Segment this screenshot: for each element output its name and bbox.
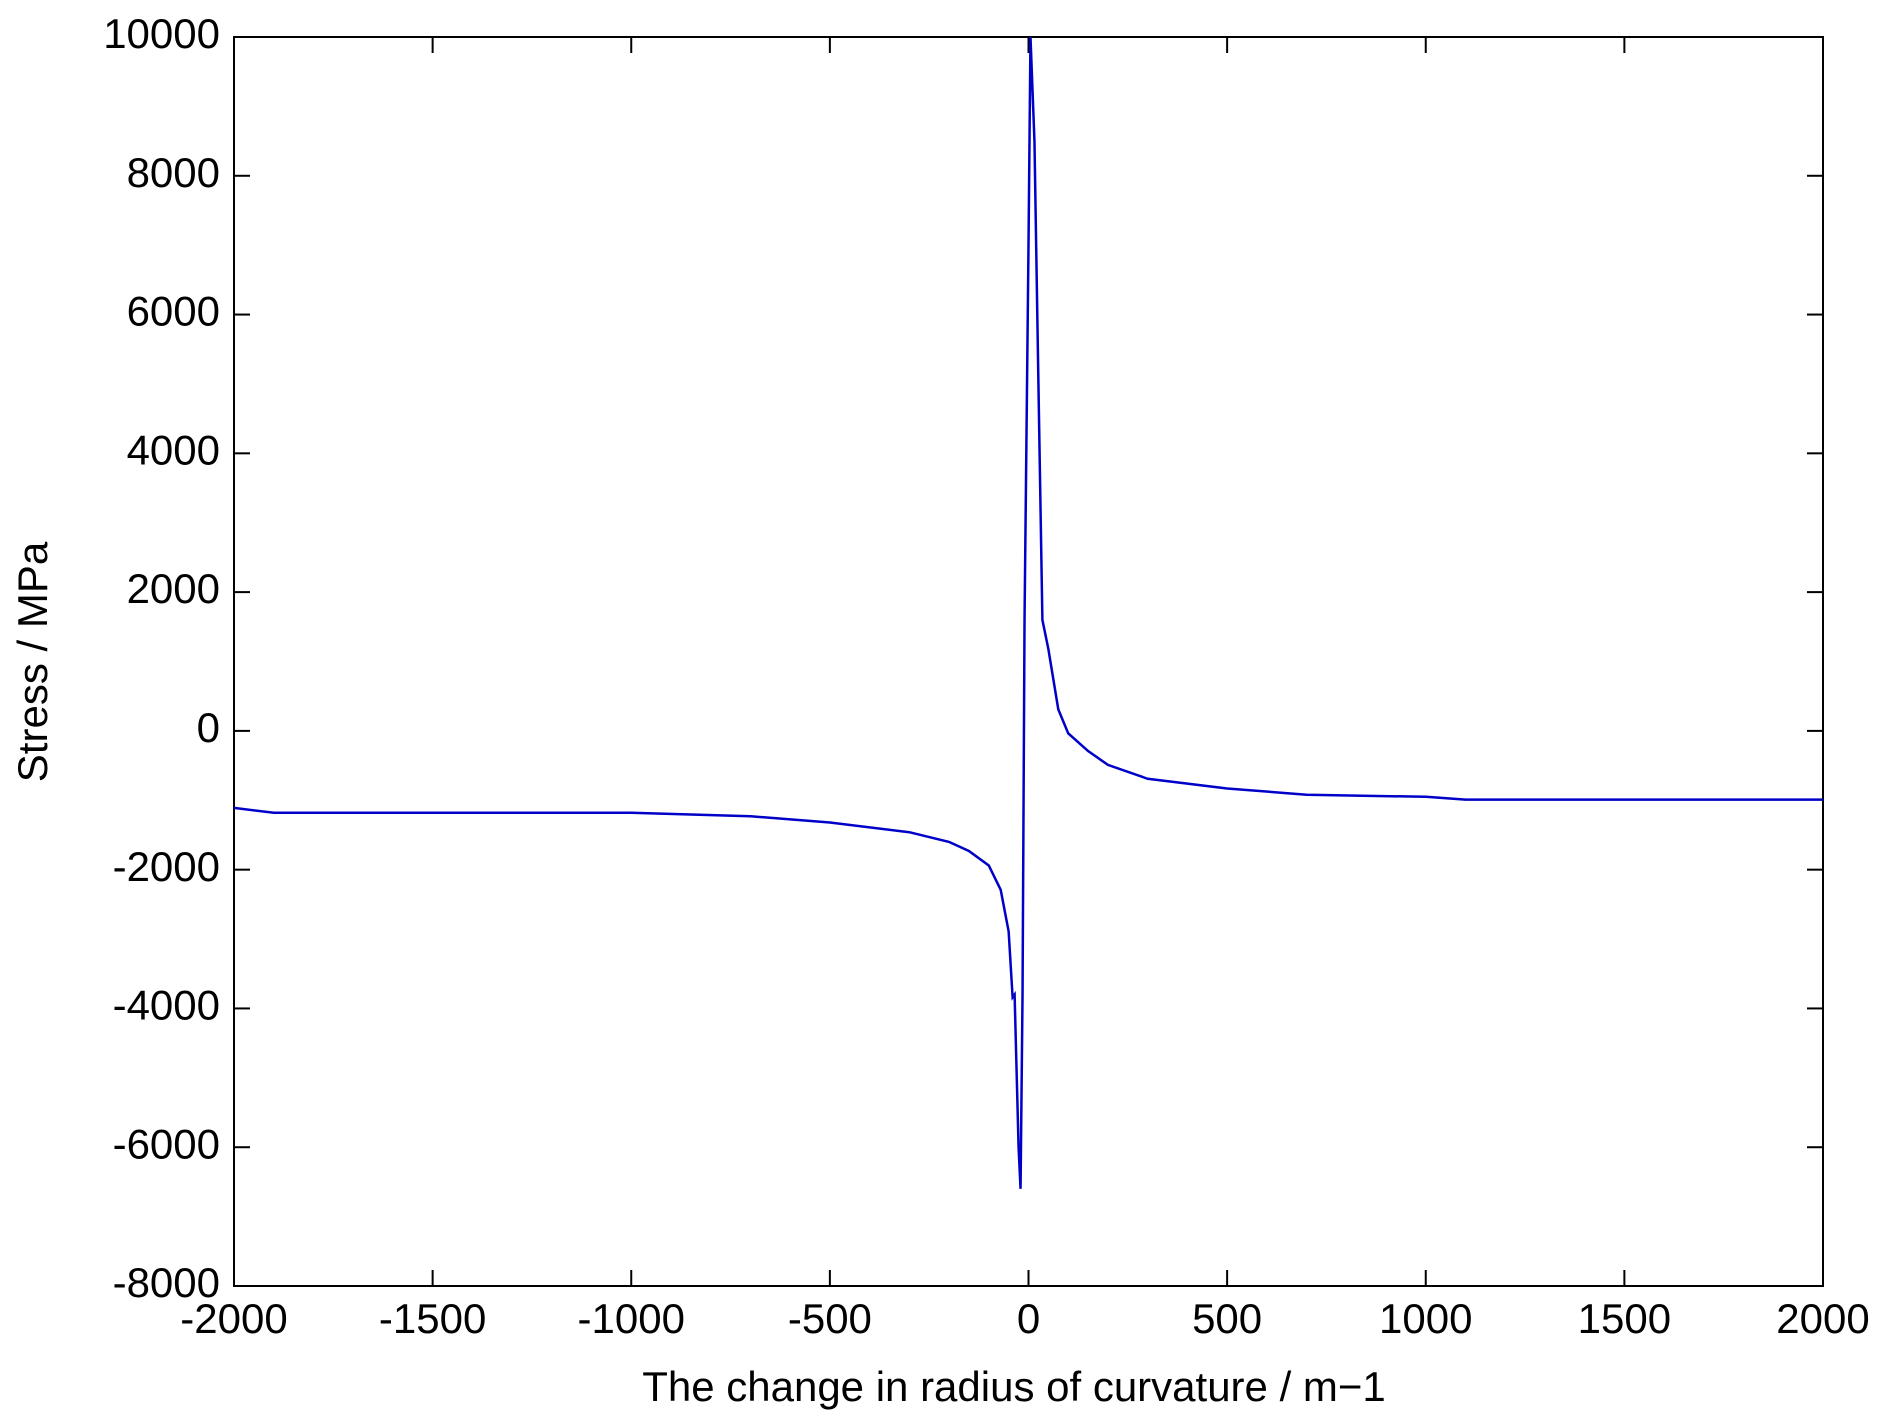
- x-tick-label: 2000: [1776, 1295, 1869, 1342]
- y-tick-label: -4000: [113, 982, 220, 1029]
- x-tick-label: 0: [1017, 1295, 1040, 1342]
- x-tick-label: 1000: [1379, 1295, 1472, 1342]
- x-tick-label: -2000: [180, 1295, 287, 1342]
- y-tick-label: 6000: [127, 288, 220, 335]
- x-tick-label: 1500: [1578, 1295, 1671, 1342]
- x-tick-label: -1500: [379, 1295, 486, 1342]
- x-tick-label: 500: [1192, 1295, 1262, 1342]
- y-tick-label: 10000: [103, 10, 220, 57]
- x-tick-label: -1000: [578, 1295, 685, 1342]
- y-axis-label: Stress / MPa: [9, 541, 56, 782]
- y-tick-label: 8000: [127, 149, 220, 196]
- y-tick-label: -2000: [113, 843, 220, 890]
- y-tick-label: 0: [197, 704, 220, 751]
- x-tick-label: -500: [788, 1295, 872, 1342]
- y-tick-label: 2000: [127, 565, 220, 612]
- data-line: [233, 36, 1823, 1189]
- y-tick-label: -6000: [113, 1120, 220, 1167]
- x-axis-label: The change in radius of curvature / m−1: [642, 1363, 1386, 1410]
- y-tick-label: -8000: [113, 1259, 220, 1306]
- y-tick-label: 4000: [127, 426, 220, 473]
